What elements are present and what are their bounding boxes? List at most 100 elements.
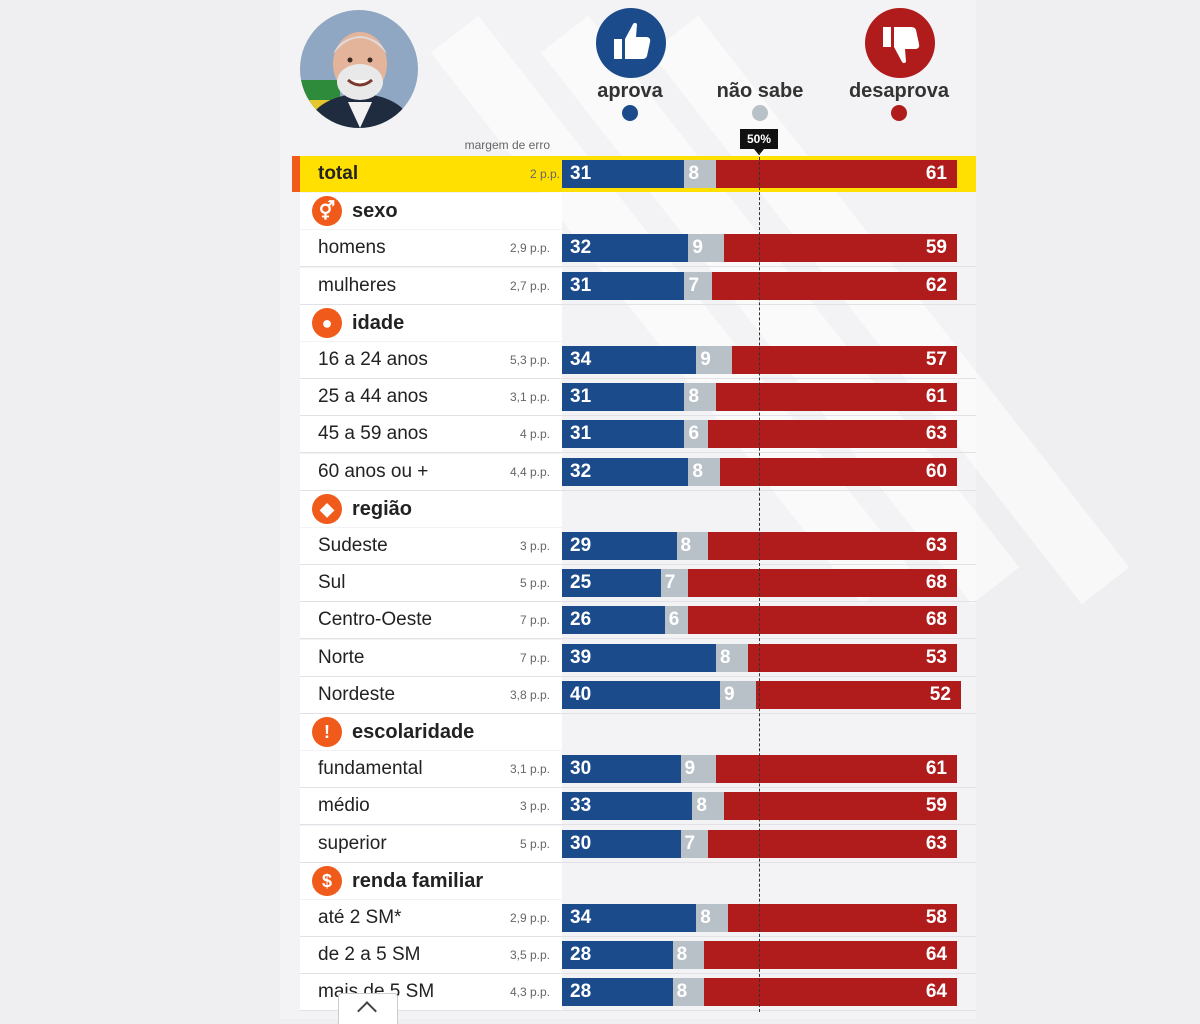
bar-value: 53 [925, 646, 947, 668]
bar-value: 8 [688, 386, 700, 408]
table-row: 60 anos ou + 4,4 p.p. [300, 453, 976, 491]
row-label: total [318, 163, 359, 184]
bar-desaprova: 62 [712, 271, 957, 300]
margin-of-error: 3,1 p.p. [509, 762, 550, 777]
bar-nao-sabe: 7 [660, 569, 689, 598]
bar-aprova: 34 [562, 904, 697, 932]
bar-value: 9 [684, 758, 696, 780]
margin-of-error: 7 p.p. [519, 650, 550, 665]
bar-value: 8 [720, 646, 731, 668]
bar-value: 68 [925, 572, 947, 594]
chevron-up-icon [357, 1001, 377, 1021]
row-label: 60 anos ou + [318, 460, 429, 482]
bar-value: 6 [688, 423, 700, 445]
margin-of-error: 5 p.p. [519, 836, 550, 851]
collapse-button[interactable] [338, 993, 398, 1024]
bar-desaprova: 57 [731, 346, 957, 374]
bar-aprova: 34 [562, 346, 697, 374]
category-header: ! escolaridade [300, 714, 562, 750]
bar-value: 28 [570, 944, 592, 966]
category-name: sexo [352, 200, 398, 223]
category-name: renda familiar [352, 869, 484, 892]
thumbs-up-icon [596, 8, 666, 78]
bar-value: 61 [925, 163, 947, 184]
bar-value: 8 [700, 907, 711, 928]
bar-value: 30 [570, 832, 592, 854]
legend-dot-aprova [622, 105, 638, 121]
bar-aprova: 29 [562, 532, 677, 560]
bar-value: 64 [925, 944, 947, 966]
bar-value: 31 [570, 274, 592, 296]
table-row: 16 a 24 anos 5,3 p.p. [300, 342, 976, 379]
row-label: 45 a 59 anos [318, 423, 428, 445]
bar-nao-sabe: 8 [684, 383, 717, 412]
row-label: homens [318, 237, 386, 259]
bar-nao-sabe: 8 [716, 643, 748, 672]
table-row: Norte 7 p.p. [300, 639, 976, 677]
bar-nao-sabe: 9 [696, 346, 732, 374]
table-row: até 2 SM* 2,9 p.p. [300, 900, 976, 937]
bar-desaprova: 68 [688, 606, 957, 635]
bar-nao-sabe: 6 [664, 606, 689, 635]
bar-aprova: 32 [562, 234, 689, 263]
legend-desaprova: desaprova [848, 80, 950, 102]
bar-value: 60 [925, 460, 947, 482]
row-label: Norte [318, 646, 365, 668]
bar-value: 61 [925, 386, 947, 408]
bar-value: 33 [570, 795, 592, 817]
bar-value: 7 [688, 274, 700, 296]
bar-value: 29 [570, 535, 592, 556]
category-name: escolaridade [352, 721, 475, 743]
table-row: mulheres 2,7 p.p. [300, 267, 976, 305]
row-label: de 2 a 5 SM [318, 944, 421, 966]
bar-aprova: 26 [562, 606, 665, 635]
margin-of-error: 3,1 p.p. [509, 390, 550, 405]
margin-of-error: 3 p.p. [519, 539, 550, 553]
row-label: até 2 SM* [318, 907, 402, 928]
row-label-bg [300, 379, 562, 416]
bar-nao-sabe: 8 [676, 532, 709, 560]
person-icon: ● [312, 307, 342, 338]
bar-value: 30 [570, 758, 592, 780]
row-label: mulheres [318, 274, 397, 296]
bar-value: 32 [570, 460, 592, 482]
bar-aprova: 30 [562, 829, 681, 858]
margin-header: margem de erro [464, 138, 550, 152]
row-label-bg [300, 751, 562, 788]
thumbs-down-icon [865, 8, 935, 78]
table-row: superior 5 p.p. [300, 825, 976, 863]
row-label: Nordeste [318, 683, 396, 705]
legend-nao-sabe: não sabe [716, 80, 804, 102]
bar-value: 58 [925, 907, 947, 928]
row-label: 16 a 24 anos [318, 349, 428, 370]
bar-value: 8 [676, 981, 688, 1003]
background-stripe [650, 15, 1130, 605]
bar-desaprova: 64 [704, 941, 957, 970]
row-label-bg [300, 825, 562, 862]
bar-value: 8 [676, 944, 688, 966]
bar-desaprova: 59 [723, 792, 957, 821]
category-header: ● idade [300, 304, 562, 341]
bar-value: 28 [570, 981, 592, 1003]
margin-of-error: 3,8 p.p. [509, 687, 550, 702]
bar-desaprova: 68 [688, 569, 957, 598]
row-label-bg [300, 528, 562, 564]
margin-of-error: 2,9 p.p. [509, 911, 550, 925]
row-label-bg [300, 900, 562, 936]
bar-nao-sabe: 6 [684, 420, 709, 449]
legend-dot-nao-sabe [752, 105, 768, 121]
bar-value: 26 [570, 609, 592, 631]
margin-of-error: 7 p.p. [519, 613, 550, 628]
row-label: Sudeste [318, 535, 388, 556]
bar-value: 9 [724, 683, 735, 705]
bar-aprova: 28 [562, 941, 673, 970]
margin-of-error: 2 p.p. [529, 167, 560, 181]
gender-icon: ⚥ [312, 196, 342, 227]
bar-nao-sabe: 9 [688, 234, 724, 263]
legend-dot-desaprova [891, 105, 907, 121]
bar-aprova: 40 [562, 680, 720, 709]
bar-desaprova: 53 [747, 643, 957, 672]
bar-nao-sabe: 9 [680, 755, 717, 784]
row-label-bg [300, 788, 562, 825]
table-row: Sul 5 p.p. [300, 565, 976, 603]
